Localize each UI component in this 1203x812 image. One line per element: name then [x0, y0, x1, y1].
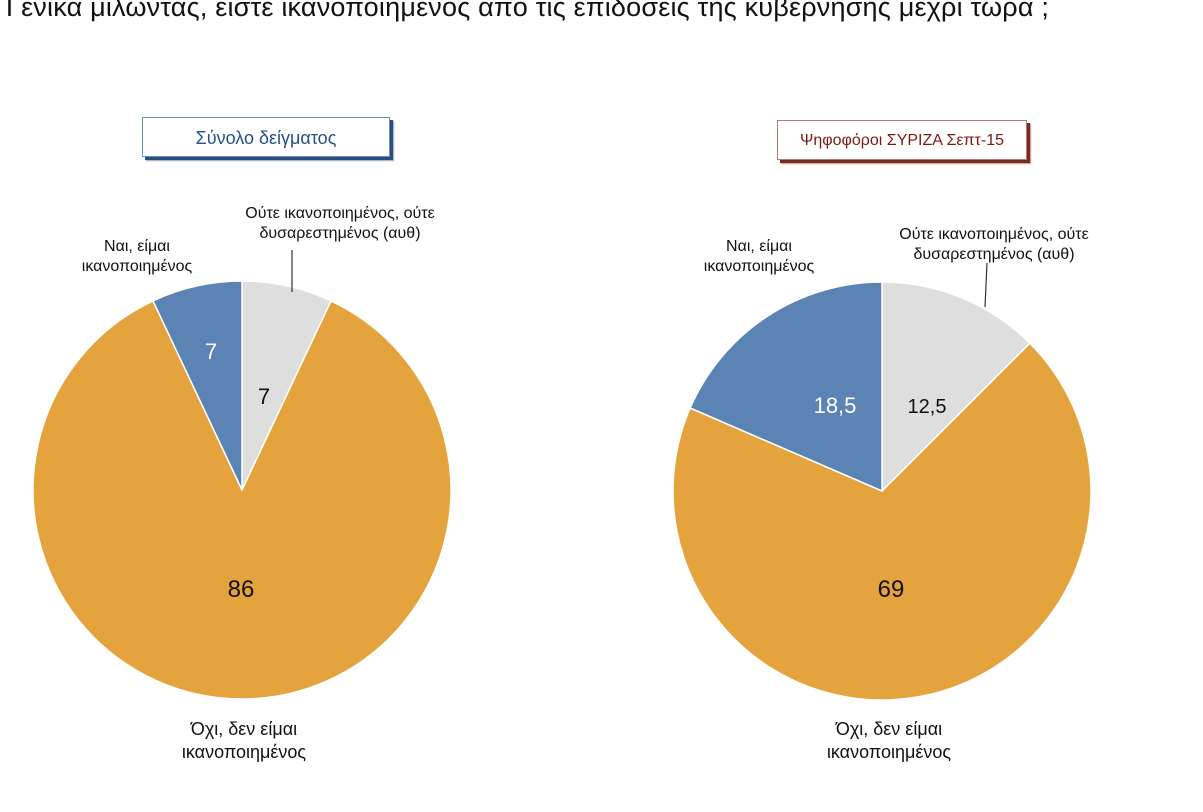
category-label-line: ικανοποιημένος	[827, 742, 952, 762]
category-label-line: Ναι, είμαι	[726, 238, 792, 255]
data-label-yes: 7	[205, 339, 217, 364]
category-label-neither: Ούτε ικανοποιημένος, ούτε δυσαρεστημένος …	[245, 205, 435, 242]
category-label-line: ικανοποιημένος	[704, 258, 815, 275]
category-label-line: Όχι, δεν είμαι	[190, 719, 297, 739]
category-label-line: Ούτε ικανοποιημένος, ούτε	[899, 226, 1089, 243]
page-title: Γενικά μιλώντας, είστε ικανοποιημένος απ…	[6, 0, 1050, 22]
data-label-neither: 12,5	[908, 396, 947, 418]
category-label-line: δυσαρεστημένος (αυθ)	[913, 246, 1074, 263]
data-label-neither: 7	[258, 384, 270, 409]
category-label-line: Ναι, είμαι	[104, 238, 170, 255]
category-label-neither: Ούτε ικανοποιημένος, ούτε δυσαρεστημένος …	[899, 226, 1089, 263]
category-label-no: Όχι, δεν είμαι ικανοποιημένος	[827, 719, 952, 762]
data-label-no: 86	[228, 576, 255, 603]
category-label-line: Όχι, δεν είμαι	[835, 719, 942, 739]
pie-chart-syriza-voters: 12,5 Ούτε ικανοποιημένος, ούτε δυσαρεστημέ…	[672, 226, 1092, 762]
pie-slice-no	[32, 299, 452, 700]
category-label-line: δυσαρεστημένος (αυθ)	[259, 225, 420, 242]
chart-title-total-sample: Σύνολο δείγματος	[142, 117, 390, 157]
category-label-line: Ούτε ικανοποιημένος, ούτε	[245, 205, 435, 222]
pie-chart-total-sample: 7 Ούτε ικανοποιημένος, ούτε δυσαρεστημένος…	[32, 205, 452, 762]
pie-slice-yes	[689, 281, 883, 493]
pie-slice-no	[672, 342, 1092, 701]
category-label-yes: Ναι, είμαι ικανοποιημένος	[82, 238, 193, 275]
data-label-yes: 18,5	[814, 393, 857, 418]
leader-line	[984, 262, 988, 308]
category-label-yes: Ναι, είμαι ικανοποιημένος	[704, 238, 815, 275]
pie-slice-yes	[152, 280, 243, 491]
category-label-no: Όχι, δεν είμαι ικανοποιημένος	[182, 719, 307, 762]
category-label-line: ικανοποιημένος	[182, 742, 307, 762]
chart-title-syriza-voters: Ψηφοφόροι ΣΥΡΙΖΑ Σεπτ-15	[777, 120, 1027, 160]
category-label-line: ικανοποιημένος	[82, 258, 193, 275]
data-label-no: 69	[878, 576, 905, 603]
pie-slice-neither	[881, 281, 1031, 493]
